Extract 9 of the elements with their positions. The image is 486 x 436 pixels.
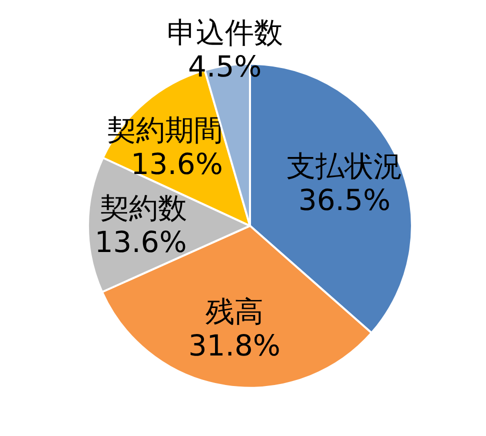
- data-label: 31.8%: [188, 328, 280, 362]
- slice-label: 残高: [205, 294, 264, 328]
- slice-label: 契約数: [100, 191, 187, 226]
- data-label: 4.5%: [188, 49, 262, 84]
- data-label: 36.5%: [298, 183, 391, 218]
- slice-label: 支払状況: [286, 149, 402, 184]
- data-label: 13.6%: [130, 147, 223, 182]
- slice-label: 申込件数: [166, 15, 283, 50]
- data-label: 13.6%: [94, 225, 187, 260]
